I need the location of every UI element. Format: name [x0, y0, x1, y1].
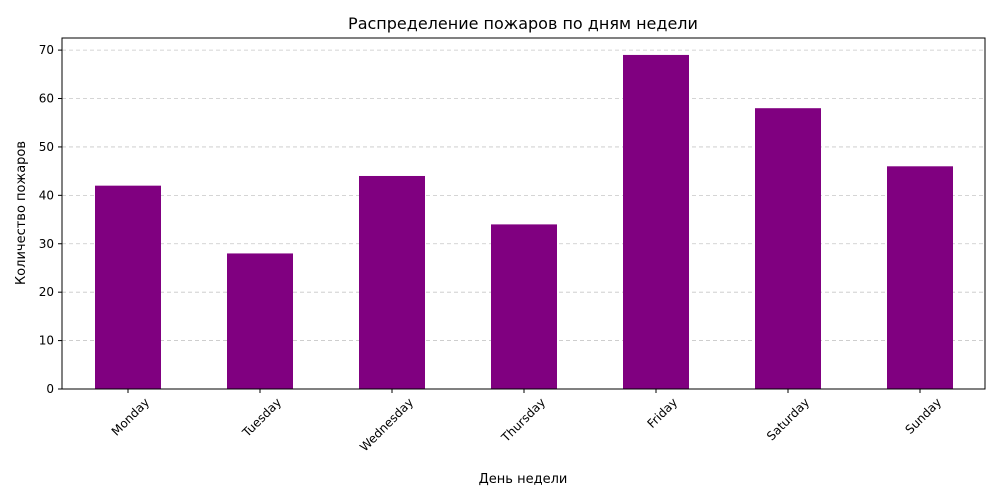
bar-sunday: [887, 166, 953, 389]
x-tick-label-sunday: Sunday: [902, 395, 944, 437]
bars: [95, 54, 953, 390]
y-axis-label: Количество пожаров: [14, 141, 29, 285]
y-tick-label: 20: [39, 285, 54, 299]
x-tick-label-monday: Monday: [109, 395, 152, 438]
y-tick-label: 10: [39, 334, 54, 348]
y-tick-label: 40: [39, 188, 54, 202]
y-tick-label: 0: [46, 382, 54, 396]
y-tick-label: 60: [39, 92, 54, 106]
bar-monday: [95, 185, 161, 389]
y-tick-label: 70: [39, 43, 54, 57]
bar-friday: [623, 54, 689, 390]
y-tick-label: 50: [39, 140, 54, 154]
x-axis-label: День недели: [479, 472, 568, 487]
y-tick-label: 30: [39, 237, 54, 251]
y-axis-ticks: 0 10 20 30 40 50 60 70: [39, 43, 62, 396]
x-axis-ticks: Monday Tuesday Wednesday Thursday Friday Satu…: [109, 389, 944, 454]
bar-saturday: [755, 108, 821, 389]
x-tick-label-saturday: Saturday: [764, 395, 812, 443]
x-tick-label-tuesday: Tuesday: [239, 395, 284, 440]
x-tick-label-thursday: Thursday: [498, 395, 548, 445]
bar-tuesday: [227, 253, 293, 389]
x-tick-label-wednesday: Wednesday: [357, 395, 416, 454]
bar-thursday: [491, 224, 557, 389]
chart-title: Распределение пожаров по дням недели: [348, 14, 698, 33]
bar-wednesday: [359, 175, 425, 389]
x-tick-label-friday: Friday: [645, 395, 681, 431]
